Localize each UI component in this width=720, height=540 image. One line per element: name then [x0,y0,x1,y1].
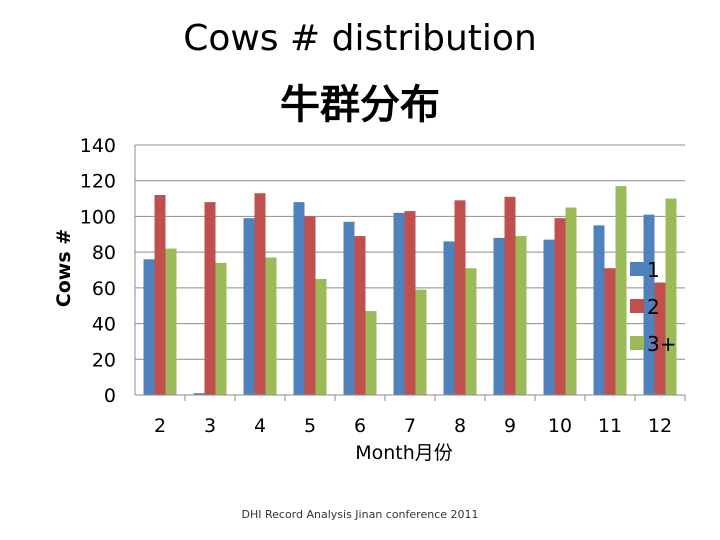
bar-series-1-6 [354,236,366,395]
y-tick-label: 80 [92,242,116,264]
bar-series-1-9 [504,196,516,395]
y-tick-label: 60 [92,278,116,300]
legend-swatch-0 [630,262,644,276]
chart-title: Cows # distribution [183,18,537,59]
bar-series-2-5 [315,278,327,395]
bar-series-1-3 [204,202,216,395]
legend-label-0: 1 [647,258,660,282]
bar-series-1-8 [454,200,466,395]
bar-series-1-2 [154,195,166,395]
bar-series-1-10 [554,218,566,395]
bar-series-0-4 [243,218,255,395]
x-tick-label: 9 [504,415,516,437]
x-tick-label: 6 [354,415,366,437]
bar-series-2-3 [215,262,227,395]
bar-series-2-12 [665,198,677,395]
bar-series-0-12 [643,214,655,395]
bar-series-1-11 [604,268,616,395]
y-axis-label: Cows # [53,229,75,307]
bar-series [143,186,677,395]
legend-label-1: 2 [647,295,660,319]
bar-series-1-4 [254,193,266,395]
x-tick-labels: 2 3 4 5 6 7 8 9 10 11 12 [154,415,672,437]
x-tick-label: 7 [404,415,416,437]
x-tick-label: 11 [598,415,622,437]
x-tick-label: 2 [154,415,166,437]
bar-series-0-5 [293,202,305,395]
bar-series-2-4 [265,257,277,395]
bar-series-2-2 [165,248,177,395]
bar-series-2-11 [615,186,627,395]
axes [134,145,686,401]
bar-series-0-7 [393,212,405,395]
x-axis-label: Month月份 [355,442,453,464]
y-tick-label: 140 [80,135,116,157]
bar-series-0-6 [343,221,355,395]
x-tick-label: 3 [204,415,216,437]
bar-series-0-9 [493,237,505,395]
bar-series-0-2 [143,259,155,395]
bar-series-1-12 [654,282,666,395]
bar-series-1-5 [304,216,316,395]
legend-swatch-2 [630,336,644,350]
y-tick-labels: 0 20 40 60 80 100 120 140 [80,135,116,407]
y-tick-label: 0 [104,385,116,407]
bar-series-0-3 [193,393,205,395]
chart-subtitle: 牛群分布 [280,82,440,128]
legend: 1 2 3+ [630,258,676,356]
legend-swatch-1 [630,299,644,313]
y-tick-label: 120 [80,171,116,193]
bar-series-1-7 [404,211,416,395]
x-tick-label: 5 [304,415,316,437]
footer-note: DHI Record Analysis Jinan conference 201… [241,508,479,521]
bar-series-0-8 [443,241,455,395]
bar-series-2-9 [515,236,527,395]
x-tick-label: 4 [254,415,266,437]
bar-series-2-8 [465,268,477,395]
y-tick-label: 20 [92,349,116,371]
x-tick-label: 8 [454,415,466,437]
bar-series-0-11 [593,225,605,395]
bar-series-2-7 [415,289,427,395]
x-tick-label: 10 [548,415,572,437]
bar-series-0-10 [543,239,555,395]
y-tick-label: 40 [92,314,116,336]
y-tick-label: 100 [80,206,116,228]
x-tick-label: 12 [648,415,672,437]
bar-series-2-6 [365,311,377,395]
legend-label-2: 3+ [647,332,676,356]
bar-series-2-10 [565,207,577,395]
